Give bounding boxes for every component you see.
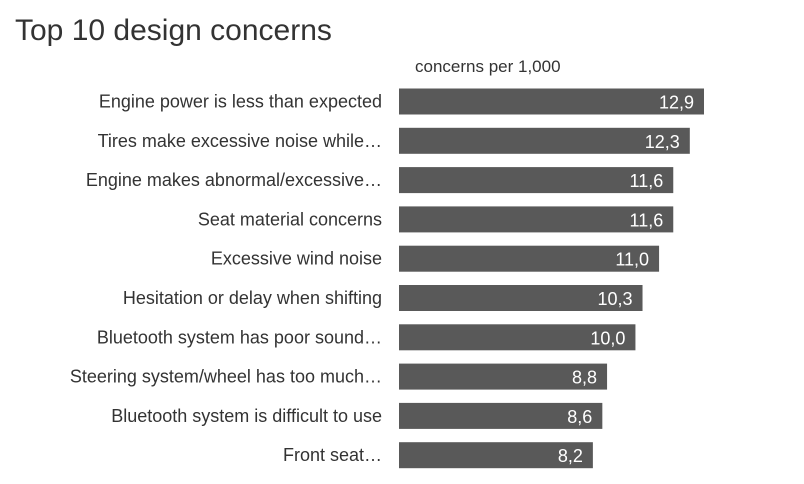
bar [399,363,608,390]
bar [399,245,660,272]
category-label: Tires make excessive noise while… [98,131,382,151]
value-label: 11,0 [615,250,649,270]
bar [399,88,704,115]
bar [399,442,593,469]
value-label: 8,6 [567,407,592,427]
category-label: Engine makes abnormal/excessive… [86,170,382,190]
chart-title: Top 10 design concerns [15,14,332,47]
bar [399,402,603,429]
unit-label: concerns per 1,000 [415,57,561,76]
bar [399,324,636,351]
category-label: Bluetooth system is difficult to use [111,406,382,426]
bar [399,206,674,233]
category-label: Excessive wind noise [211,249,382,269]
category-label: Engine power is less than expected [99,92,382,112]
value-label: 12,3 [645,132,680,152]
bar [399,167,674,194]
value-label: 10,0 [590,328,625,348]
category-label: Seat material concerns [198,209,382,229]
value-label: 8,2 [558,446,583,466]
value-label: 8,8 [572,368,597,388]
value-label: 10,3 [597,289,632,309]
bar [399,285,643,311]
value-label: 11,6 [630,210,664,230]
category-label: Bluetooth system has poor sound… [97,327,382,347]
category-label: Hesitation or delay when shifting [123,288,382,308]
category-label: Steering system/wheel has too much… [70,367,382,387]
value-label: 12,9 [659,93,694,113]
category-label: Front seat… [283,445,382,465]
bar [399,127,690,154]
value-label: 11,6 [630,171,664,191]
